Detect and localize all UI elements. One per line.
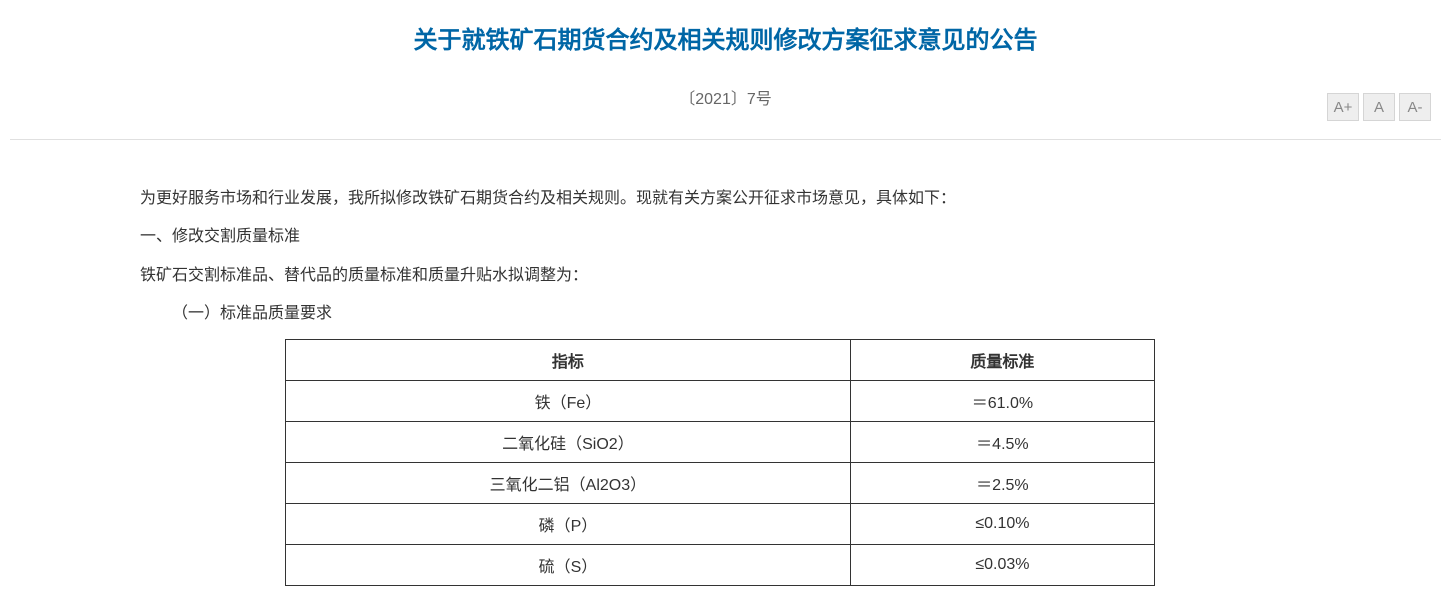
font-normal-button[interactable]: A (1363, 93, 1395, 121)
section-description: 铁矿石交割标准品、替代品的质量标准和质量升贴水拟调整为： (140, 257, 1311, 295)
table-header-indicator: 指标 (286, 339, 851, 380)
quality-standards-table: 指标 质量标准 铁（Fe） ＝61.0% 二氧化硅（SiO2） ＝4.5% 三氧… (285, 339, 1155, 586)
table-cell-indicator: 磷（P） (286, 503, 851, 544)
table-cell-indicator: 三氧化二铝（Al2O3） (286, 462, 851, 503)
font-decrease-button[interactable]: A- (1399, 93, 1431, 121)
intro-paragraph: 为更好服务市场和行业发展，我所拟修改铁矿石期货合约及相关规则。现就有关方案公开征… (140, 180, 1311, 218)
table-cell-standard: ＝61.0% (850, 380, 1154, 421)
document-container: 关于就铁矿石期货合约及相关规则修改方案征求意见的公告 〔2021〕7号 A+ A… (10, 20, 1441, 586)
font-size-controls: A+ A A- (1327, 93, 1431, 121)
table-cell-standard: ≤0.03% (850, 544, 1154, 585)
table-header-standard: 质量标准 (850, 339, 1154, 380)
table-cell-indicator: 二氧化硅（SiO2） (286, 421, 851, 462)
subsection-heading-1: （一）标准品质量要求 (140, 295, 1311, 333)
table-row: 铁（Fe） ＝61.0% (286, 380, 1155, 421)
table-row: 磷（P） ≤0.10% (286, 503, 1155, 544)
table-cell-indicator: 硫（S） (286, 544, 851, 585)
table-row: 二氧化硅（SiO2） ＝4.5% (286, 421, 1155, 462)
table-row: 硫（S） ≤0.03% (286, 544, 1155, 585)
document-number: 〔2021〕7号 (10, 85, 1441, 109)
table-header-row: 指标 质量标准 (286, 339, 1155, 380)
document-content: 为更好服务市场和行业发展，我所拟修改铁矿石期货合约及相关规则。现就有关方案公开征… (10, 140, 1441, 334)
table-wrapper: 指标 质量标准 铁（Fe） ＝61.0% 二氧化硅（SiO2） ＝4.5% 三氧… (10, 339, 1441, 586)
table-row: 三氧化二铝（Al2O3） ＝2.5% (286, 462, 1155, 503)
table-cell-indicator: 铁（Fe） (286, 380, 851, 421)
font-increase-button[interactable]: A+ (1327, 93, 1359, 121)
document-title: 关于就铁矿石期货合约及相关规则修改方案征求意见的公告 (10, 20, 1441, 55)
table-cell-standard: ＝4.5% (850, 421, 1154, 462)
table-cell-standard: ≤0.10% (850, 503, 1154, 544)
document-header: 关于就铁矿石期货合约及相关规则修改方案征求意见的公告 〔2021〕7号 A+ A… (10, 20, 1441, 140)
table-cell-standard: ＝2.5% (850, 462, 1154, 503)
section-heading-1: 一、修改交割质量标准 (140, 218, 1311, 256)
